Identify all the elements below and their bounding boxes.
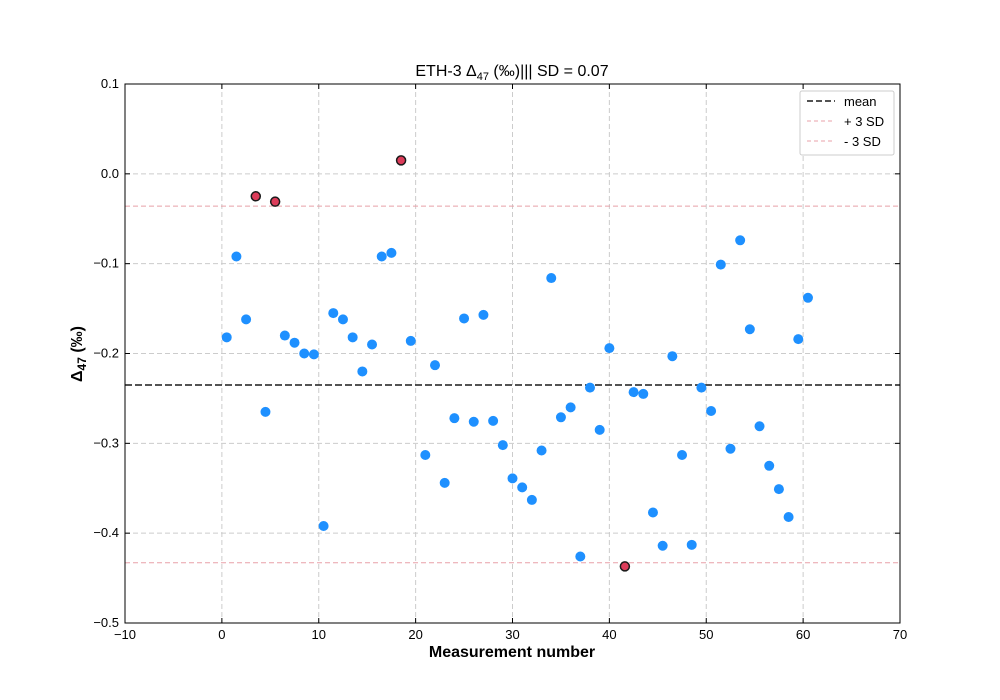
data-point (357, 366, 368, 377)
data-point (308, 349, 319, 360)
outlier-point (269, 196, 281, 207)
data-point (376, 251, 387, 262)
y-tick-label: −0.3 (93, 435, 119, 450)
data-point (773, 484, 784, 495)
data-point (221, 332, 232, 343)
data-point (783, 511, 794, 522)
x-tick-label: 50 (699, 627, 713, 642)
data-point (555, 412, 566, 423)
data-point (647, 507, 658, 518)
data-point (517, 482, 528, 493)
reference-lines (125, 205, 900, 564)
data-point (468, 416, 479, 427)
y-tick-label: −0.4 (93, 525, 119, 540)
data-point (585, 382, 595, 393)
data-point (565, 402, 576, 413)
data-point (241, 314, 252, 325)
y-tick-label: −0.2 (93, 346, 119, 361)
data-point (638, 388, 649, 399)
data-point (459, 313, 470, 324)
data-point (628, 387, 639, 398)
data-point (478, 309, 489, 320)
x-tick-label: −10 (114, 627, 136, 642)
axis-ticks: −10 0 10 20 30 40 50 60 70 −0.5 −0.4 −0.3 −0.2 −0.1 0.… (93, 76, 907, 642)
data-point (507, 473, 518, 484)
x-tick-label: 0 (218, 627, 225, 642)
data-point (337, 314, 348, 325)
data-point (546, 273, 557, 284)
data-point (604, 343, 615, 354)
data-points (221, 155, 813, 572)
x-tick-label: 60 (796, 627, 810, 642)
y-axis-title: Δ47 (‰) (69, 326, 89, 382)
chart-title: ETH-3 Δ47 (‰)||| SD = 0.07 (415, 63, 608, 83)
legend-box (799, 90, 895, 156)
data-point (439, 477, 450, 488)
y-tick-label: −0.1 (93, 256, 119, 271)
data-point (289, 337, 300, 348)
legend-label-mean: mean (844, 94, 877, 109)
data-point (526, 494, 537, 505)
data-point (328, 308, 339, 319)
legend-label-minus-3sd: - 3 SD (844, 134, 881, 149)
chart-title-subscript: 47 (477, 71, 489, 83)
data-point (497, 440, 508, 451)
data-point (686, 539, 697, 550)
x-tick-label: 10 (312, 627, 326, 642)
data-point (536, 445, 547, 456)
data-point (231, 251, 242, 262)
y-axis-title-subscript: 47 (75, 357, 89, 371)
x-tick-label: 70 (893, 627, 907, 642)
data-point (405, 335, 416, 346)
data-point (735, 235, 746, 246)
data-point (430, 360, 440, 371)
x-tick-label: 20 (408, 627, 422, 642)
data-point (802, 292, 813, 303)
data-point (347, 332, 358, 343)
data-point (764, 460, 775, 471)
data-point (715, 259, 726, 270)
data-point (754, 421, 765, 432)
outlier-point (395, 155, 407, 166)
x-tick-label: 40 (602, 627, 616, 642)
data-point (696, 382, 707, 393)
data-point (575, 551, 586, 562)
data-point (318, 520, 329, 531)
data-point (667, 351, 678, 362)
data-point (279, 330, 290, 341)
y-tick-label: 0.0 (101, 166, 119, 181)
y-tick-label: 0.1 (101, 76, 119, 91)
data-point (657, 540, 668, 551)
data-point (299, 348, 310, 359)
x-tick-label: 30 (505, 627, 519, 642)
outlier-point (619, 561, 631, 572)
data-point (488, 415, 499, 426)
grid (125, 84, 900, 623)
legend: mean + 3 SD - 3 SD (799, 90, 895, 156)
data-point (449, 413, 460, 424)
data-point (706, 405, 717, 416)
data-point (386, 247, 397, 258)
data-point (725, 443, 736, 454)
data-point (260, 406, 271, 417)
legend-label-plus-3sd: + 3 SD (844, 114, 884, 129)
data-point (677, 450, 688, 461)
data-point (367, 339, 378, 350)
x-axis-title: Measurement number (429, 644, 595, 661)
data-point (420, 450, 431, 461)
data-point (594, 424, 605, 435)
y-tick-label: −0.5 (93, 615, 119, 630)
data-point (793, 334, 804, 345)
outlier-point (250, 191, 262, 202)
data-point (744, 324, 755, 335)
